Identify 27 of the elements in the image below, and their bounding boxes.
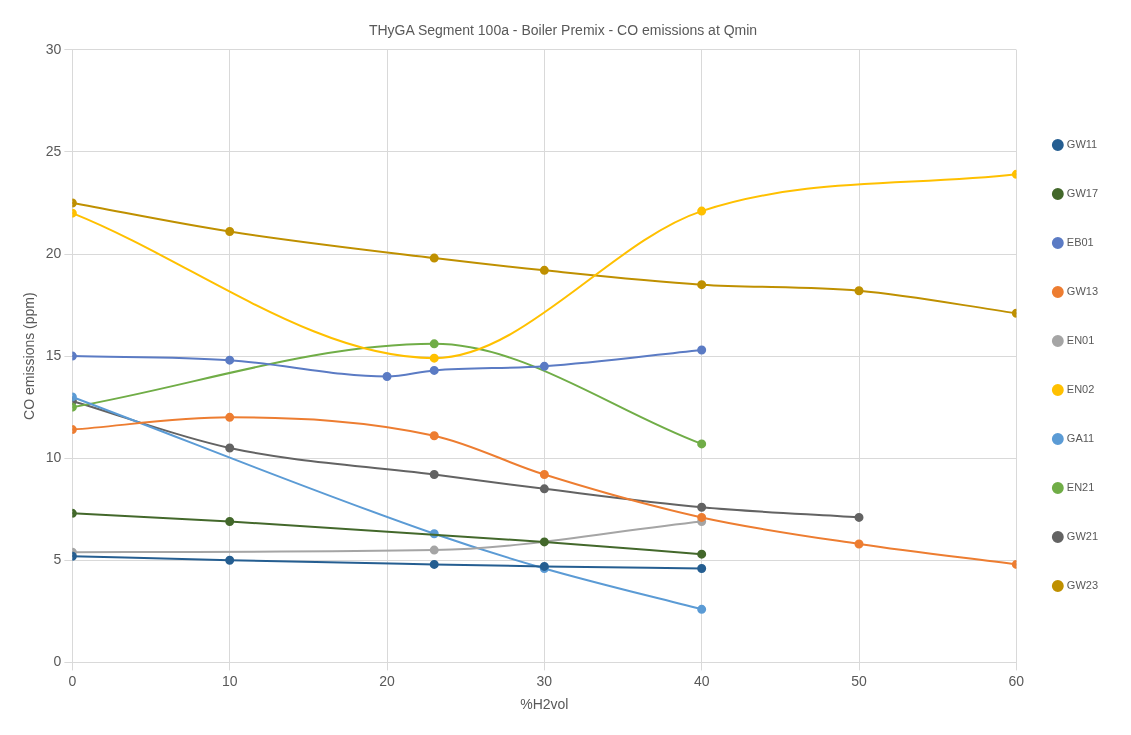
y-tick-label: 15 [45, 346, 62, 363]
x-tick-label: 20 [379, 672, 396, 689]
x-tick-label: 10 [221, 672, 238, 689]
y-tick-label: 25 [45, 142, 62, 159]
y-tick-label: 0 [53, 653, 62, 670]
x-tick-label: 50 [851, 672, 867, 689]
legend-label: GW13 [1066, 285, 1099, 298]
legend-label: EN21 [1066, 481, 1095, 494]
x-tick-label: 30 [536, 672, 553, 689]
legend-label: GA11 [1066, 432, 1095, 445]
y-axis-title: CO emissions (ppm) [21, 292, 38, 420]
y-tick-label: 30 [45, 40, 62, 57]
legend-label: EN02 [1066, 383, 1095, 396]
legend-label: GW17 [1066, 187, 1099, 200]
chart-title: THyGA Segment 100a - Boiler Premix - CO emissions at Qmin [368, 22, 758, 39]
x-tick-label: 60 [1008, 672, 1025, 689]
y-tick-label: 5 [53, 551, 62, 568]
x-tick-label: 0 [68, 672, 77, 689]
legend-label: GW21 [1066, 530, 1099, 543]
legend-label: GW23 [1066, 579, 1099, 592]
legend-label: GW11 [1066, 138, 1098, 151]
y-tick-label: 10 [45, 449, 62, 466]
y-tick-label: 20 [45, 244, 62, 261]
x-tick-label: 40 [693, 672, 710, 689]
legend-label: EB01 [1066, 236, 1094, 249]
legend-label: EN01 [1066, 334, 1095, 347]
x-axis-title: %H2vol [520, 696, 569, 713]
